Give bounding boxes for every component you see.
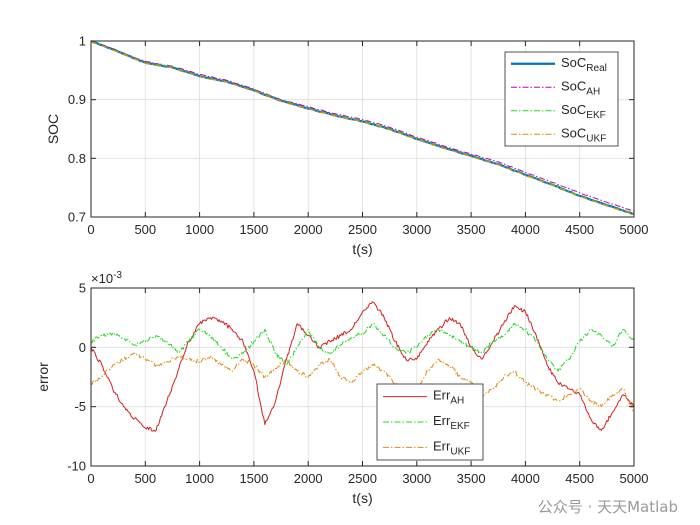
x-tick-label: 1000	[185, 471, 214, 486]
x-tick-label: 5000	[620, 222, 649, 237]
y-tick-label: -10	[67, 459, 86, 474]
x-tick-label: 0	[87, 471, 94, 486]
x-tick-label: 500	[134, 222, 156, 237]
x-tick-label: 2500	[348, 222, 377, 237]
x-tick-label: 4500	[565, 471, 594, 486]
series-line-err-ah	[90, 301, 635, 432]
watermark-text: 公众号 · 天天Matlab	[537, 498, 678, 516]
x-tick-label: 1500	[239, 471, 268, 486]
x-axis-label: t(s)	[352, 241, 372, 257]
y-tick-label: -5	[74, 399, 86, 414]
y-tick-label: 5	[79, 281, 86, 296]
series-line-err-ukf	[90, 352, 635, 413]
y-tick-label: 1	[79, 34, 86, 49]
x-tick-label: 2000	[294, 471, 323, 486]
x-tick-label: 0	[87, 222, 94, 237]
x-axis-label: t(s)	[352, 490, 372, 506]
x-tick-label: 3000	[402, 471, 431, 486]
x-tick-label: 4000	[511, 222, 540, 237]
x-tick-label: 2500	[348, 471, 377, 486]
y-axis-label: SOC	[45, 114, 61, 144]
y-tick-label: 0.8	[68, 151, 86, 166]
soc-chart: 0 500 1000 1500 2000 2500 3000 3500 4000 4500 5000…	[45, 34, 648, 258]
x-tick-label: 3500	[457, 471, 486, 486]
series-line-err-ekf	[90, 322, 635, 372]
legend-box	[504, 51, 619, 147]
y-tick-label: 0.7	[68, 210, 86, 225]
series-line-soc-ukf	[90, 41, 635, 216]
series-line-soc-ekf	[90, 40, 635, 214]
x-tick-label: 2000	[294, 222, 323, 237]
x-tick-label: 4000	[511, 471, 540, 486]
x-tick-label: 500	[134, 471, 156, 486]
x-tick-label: 5000	[620, 471, 649, 486]
x-tick-label: 3500	[457, 222, 486, 237]
x-tick-label: 3000	[402, 222, 431, 237]
x-tick-label: 1500	[239, 222, 268, 237]
y-tick-label: 0	[79, 340, 86, 355]
x-tick-label: 1000	[185, 222, 214, 237]
y-tick-label: 0.9	[68, 92, 86, 107]
series-line-soc-ah	[90, 40, 635, 212]
error-chart: 0 500 1000 1500 2000 2500 3000 3500 4000 4500 5000…	[35, 270, 648, 506]
y-axis-label: error	[35, 362, 51, 392]
x-tick-label: 4500	[565, 222, 594, 237]
